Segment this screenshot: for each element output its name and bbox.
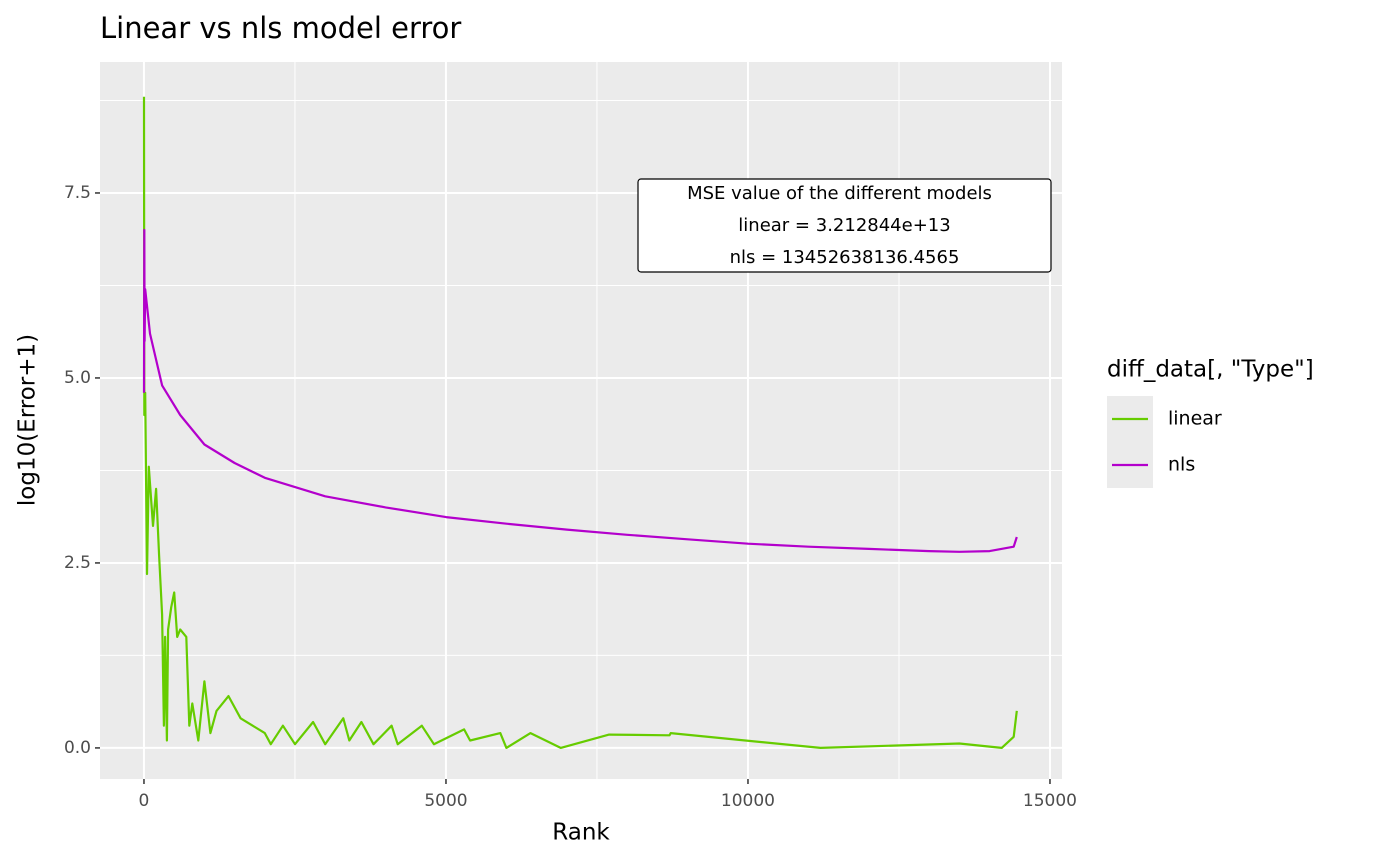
- x-tick-label: 0: [139, 791, 150, 811]
- panel: [100, 62, 1062, 779]
- y-tick-label: 0.0: [64, 738, 91, 758]
- legend-label: linear: [1168, 408, 1222, 430]
- annotation-line: linear = 3.212844e+13: [738, 215, 950, 236]
- x-tick-label: 15000: [1023, 791, 1077, 811]
- x-tick-label: 5000: [424, 791, 467, 811]
- series-line: [142, 228, 1018, 553]
- annotation-box: [637, 178, 1052, 273]
- legend-label: nls: [1168, 454, 1195, 476]
- x-tick-label: 10000: [721, 791, 775, 811]
- y-tick-label: 7.5: [64, 183, 91, 203]
- x-axis-label: Rank: [552, 820, 610, 846]
- annotation-line: nls = 13452638136.4565: [730, 247, 960, 268]
- y-axis-label: log10(Error+1): [15, 334, 41, 506]
- series-line: [142, 96, 1018, 749]
- y-tick-label: 5.0: [64, 368, 91, 388]
- legend-title: diff_data[, "Type"]: [1107, 357, 1314, 383]
- annotation-line: MSE value of the different models: [687, 183, 992, 204]
- y-tick-label: 2.5: [64, 553, 91, 573]
- chart-title: Linear vs nls model error: [100, 11, 461, 45]
